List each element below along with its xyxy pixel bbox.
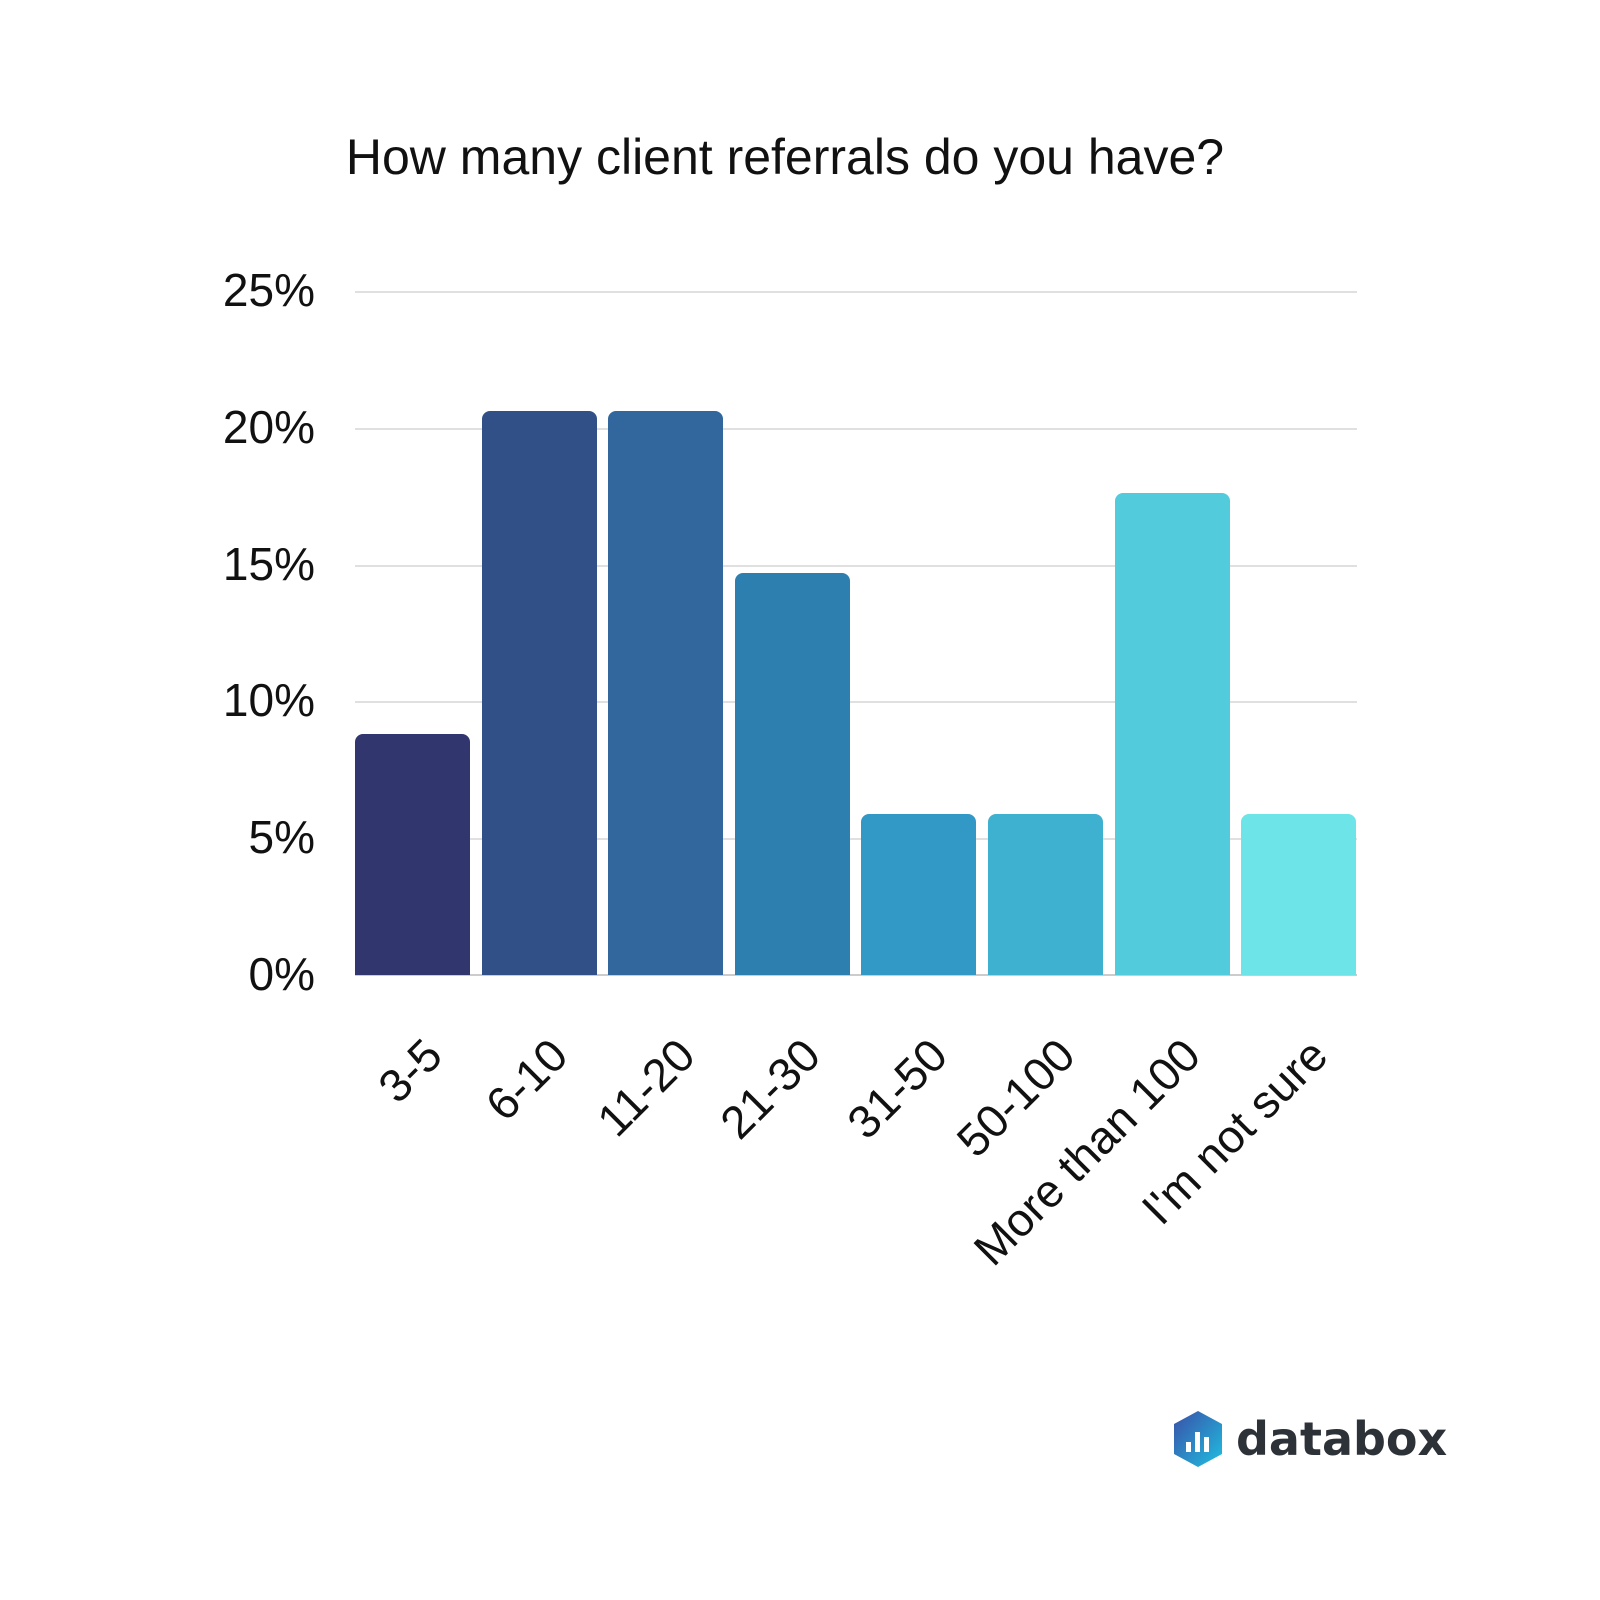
gridline: [355, 427, 1357, 430]
logo-text: databox: [1236, 1412, 1448, 1466]
bar-6-10: [481, 411, 597, 975]
x-tick-label: 6-10: [475, 1028, 578, 1131]
y-tick-label: 15%: [222, 537, 315, 590]
bar-21-30: [734, 572, 850, 975]
databox-logo: databox: [1172, 1410, 1447, 1468]
y-tick-label: 0%: [248, 948, 315, 1000]
y-tick-label: 5%: [248, 811, 315, 864]
gridline: [355, 564, 1357, 567]
x-axis-line: [355, 974, 1357, 976]
chart-title: How many client referrals do you have?: [345, 129, 1225, 185]
bar-11-20: [608, 411, 724, 975]
x-tick-label: 21-30: [710, 1028, 831, 1149]
bar-more-than-100: [1114, 493, 1230, 975]
y-tick-label: 10%: [222, 674, 315, 727]
bar-3-5: [355, 734, 470, 975]
bar-31-50: [861, 813, 977, 975]
y-tick-label: 25%: [222, 264, 315, 316]
x-tick-label: 11-20: [586, 1028, 705, 1147]
x-tick-label: 31-50: [836, 1028, 957, 1149]
gridline: [355, 291, 1357, 293]
bar-50-100: [988, 813, 1103, 975]
databox-hexagon-icon: [1174, 1411, 1222, 1467]
x-tick-label: 3-5: [367, 1028, 452, 1113]
y-tick-label: 20%: [222, 400, 315, 453]
gridline: [355, 701, 1357, 704]
bar-i-m-not-sure: [1241, 813, 1357, 975]
gridline: [355, 838, 1357, 841]
x-tick-label: More than 100: [963, 1028, 1211, 1276]
